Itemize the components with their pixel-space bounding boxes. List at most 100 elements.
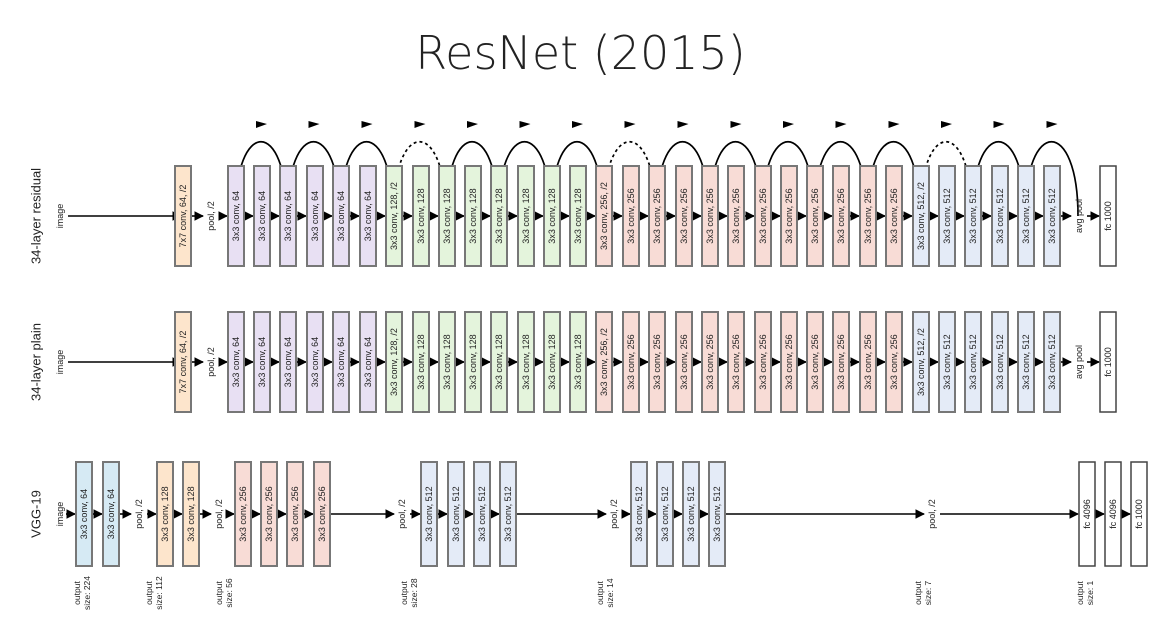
layer-label: 3x3 conv, 256 (863, 188, 873, 243)
shortcut-arrowhead (256, 121, 267, 128)
layer-box (464, 165, 482, 267)
layer-box (490, 311, 508, 413)
layer-label: 3x3 conv, 512 (942, 188, 952, 243)
layer-box (447, 461, 465, 567)
layer-box (174, 311, 192, 413)
layer-label: fc 4096 (1108, 499, 1118, 529)
layer-box (701, 165, 719, 267)
layer-label: 3x3 conv, 256 (290, 486, 300, 541)
layer-label: 3x3 conv, 64 (257, 191, 267, 241)
layer-label: avg pool (1074, 345, 1084, 379)
layer-box (780, 311, 798, 413)
layer-box (675, 311, 693, 413)
layer-label: 7x7 conv, 64, /2 (178, 185, 188, 248)
shortcut-arrowhead (414, 121, 426, 128)
layer-box (1099, 165, 1117, 267)
layer-box (279, 165, 297, 267)
layer-box (832, 311, 850, 413)
layer-box (174, 165, 192, 267)
output-size-label: outputsize: 14 (595, 578, 615, 608)
layer-label: 3x3 conv, 128, /2 (389, 182, 399, 250)
layer-box (964, 165, 982, 267)
layer-box (182, 461, 200, 567)
layer-box (490, 165, 508, 267)
shortcut-arrowhead (941, 121, 952, 128)
layer-box (727, 311, 745, 413)
layer-box (420, 461, 438, 567)
layer-label: 3x3 conv, 128 (186, 486, 196, 541)
layer-label: pool, /2 (397, 499, 407, 529)
layer-label: 3x3 conv, 64 (363, 337, 373, 387)
layer-box (253, 165, 271, 267)
layer-box (1104, 461, 1122, 567)
layer-label: 3x3 conv, 512 (995, 334, 1005, 389)
layer-label: 3x3 conv, 512 (712, 486, 722, 541)
layer-box (832, 165, 850, 267)
layer-box (385, 311, 403, 413)
layer-box (332, 311, 350, 413)
layer-box (991, 165, 1009, 267)
layer-label: pool, /2 (927, 499, 937, 529)
layer-box (991, 311, 1009, 413)
layer-label: 3x3 conv, 512 (1021, 334, 1031, 389)
layer-label: 3x3 conv, 128 (442, 188, 452, 243)
layer-label: 3x3 conv, 128 (160, 486, 170, 541)
layer-label: 3x3 conv, 128 (547, 334, 557, 389)
layer-label: 3x3 conv, 256 (810, 188, 820, 243)
layer-label: 3x3 conv, 128 (494, 188, 504, 243)
layer-label: 3x3 conv, 64 (363, 191, 373, 241)
layer-label: 3x3 conv, 128 (416, 334, 426, 389)
layer-box (227, 165, 245, 267)
layer-box (306, 311, 324, 413)
layer-label: pool, /2 (214, 499, 224, 529)
input-label: image (55, 350, 65, 375)
layer-box (682, 461, 700, 567)
layer-box (102, 461, 120, 567)
layer-box (543, 311, 561, 413)
layer-label: 3x3 conv, 512 (968, 188, 978, 243)
layer-box (708, 461, 726, 567)
layer-label: 3x3 conv, 512 (686, 486, 696, 541)
layer-box (517, 311, 535, 413)
output-size-label: outputsize: 112 (144, 576, 164, 610)
layer-label: 3x3 conv, 256 (264, 486, 274, 541)
layer-label: 3x3 conv, 64 (231, 191, 241, 241)
layer-label: 3x3 conv, 64 (336, 191, 346, 241)
layer-box (1043, 311, 1061, 413)
layer-label: 3x3 conv, 128 (573, 188, 583, 243)
layer-box (780, 165, 798, 267)
shortcut-arrowhead (361, 121, 373, 128)
layer-label: 3x3 conv, 256 (652, 334, 662, 389)
shortcut-arrowhead (1046, 121, 1058, 128)
layer-box (156, 461, 174, 567)
shortcut-arrowhead (572, 121, 583, 128)
layer-box (595, 311, 613, 413)
layer-box (1078, 461, 1096, 567)
layer-box (912, 165, 930, 267)
layer-box (517, 165, 535, 267)
layer-label: 3x3 conv, 512 (1021, 188, 1031, 243)
layer-box (464, 311, 482, 413)
layer-label: 3x3 conv, 512 (995, 188, 1005, 243)
layer-label: pool, /2 (134, 499, 144, 529)
layer-box (806, 165, 824, 267)
layer-label: 3x3 conv, 512, /2 (916, 328, 926, 396)
layer-label: 3x3 conv, 128 (573, 334, 583, 389)
layer-label: fc 4096 (1082, 499, 1092, 529)
output-size-label: outputsize: 1 (1075, 580, 1095, 605)
output-size-label: outputsize: 28 (399, 578, 419, 608)
layer-label: 3x3 conv, 256 (626, 334, 636, 389)
layer-label: 3x3 conv, 256 (652, 188, 662, 243)
layer-label: 3x3 conv, 64 (231, 337, 241, 387)
layer-box (885, 311, 903, 413)
layer-label: 3x3 conv, 256 (863, 334, 873, 389)
layer-label: 3x3 conv, 256 (889, 188, 899, 243)
layer-label: 3x3 conv, 256 (810, 334, 820, 389)
layer-box (1099, 311, 1117, 413)
output-size-label: outputsize: 7 (913, 580, 933, 605)
layer-box (938, 311, 956, 413)
layer-label: fc 1000 (1103, 201, 1113, 231)
input-label: image (55, 502, 65, 527)
layer-label: pool, /2 (609, 499, 619, 529)
layer-label: 3x3 conv, 512 (634, 486, 644, 541)
